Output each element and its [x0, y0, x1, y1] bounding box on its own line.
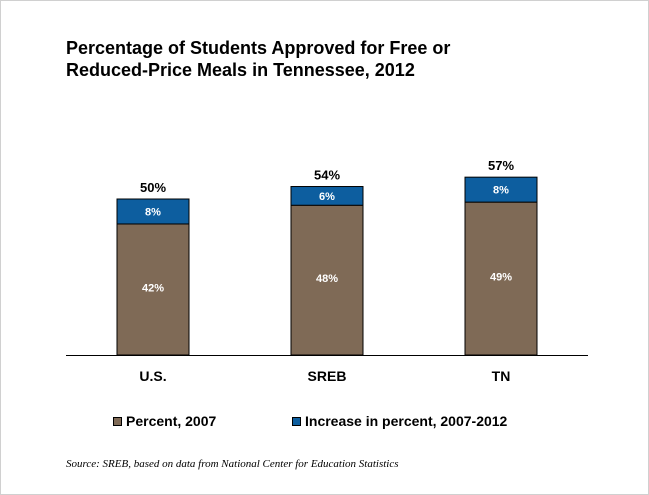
data-label-u-s-series-2: 8%: [145, 206, 161, 218]
legend-item-increase: Increase in percent, 2007-2012: [292, 413, 507, 429]
legend-swatch-increase: [292, 416, 301, 426]
bar-tn-series-1: [464, 201, 538, 356]
x-tick-label-sreb: SREB: [308, 368, 347, 384]
total-label-u-s: 50%: [140, 180, 166, 195]
legend-label-increase: Increase in percent, 2007-2012: [305, 413, 508, 429]
bar-sreb-series-2: [290, 186, 364, 206]
bar-sreb-series-1: [290, 204, 364, 356]
bar-tn-series-2: [464, 176, 538, 203]
legend-swatch-percent-2007: [113, 416, 122, 426]
chart-title-line-1: Percentage of Students Approved for Free…: [66, 38, 451, 58]
chart-legend: Percent, 2007 Increase in percent, 2007-…: [0, 413, 649, 431]
total-label-tn: 57%: [488, 158, 514, 173]
legend-label-percent-2007: Percent, 2007: [126, 413, 217, 429]
source-note: Source: SREB, based on data from Nationa…: [66, 458, 399, 470]
total-label-sreb: 54%: [314, 168, 340, 183]
x-tick-label-u-s: U.S.: [139, 368, 166, 384]
data-label-tn-series-1: 49%: [490, 272, 512, 284]
chart-title: Percentage of Students Approved for Free…: [66, 37, 586, 81]
x-tick-label-tn: TN: [492, 368, 511, 384]
bar-u-s-series-1: [116, 223, 190, 356]
data-label-u-s-series-1: 42%: [142, 282, 164, 294]
chart-title-line-2: Reduced-Price Meals in Tennessee, 2012: [66, 60, 415, 80]
data-label-sreb-series-2: 6%: [319, 191, 335, 203]
legend-item-percent-2007: Percent, 2007: [113, 413, 216, 429]
data-label-sreb-series-1: 48%: [316, 273, 338, 285]
bar-u-s-series-2: [116, 198, 190, 225]
data-label-tn-series-2: 8%: [493, 185, 509, 197]
